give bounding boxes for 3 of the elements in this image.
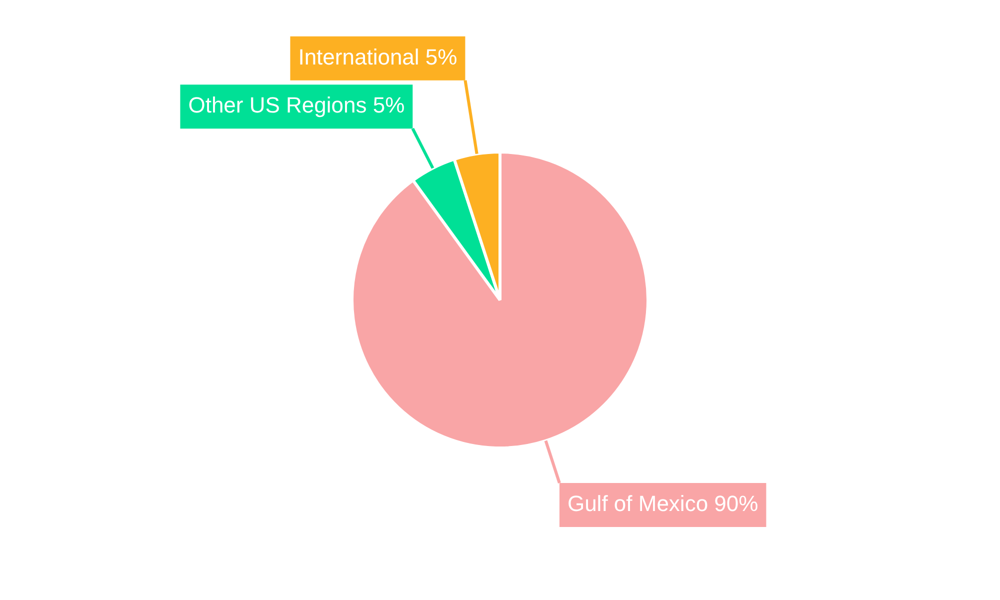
slice-label: Other US Regions 5% <box>188 92 405 118</box>
slice-label: International 5% <box>298 44 458 70</box>
slice-label: Gulf of Mexico 90% <box>567 491 758 516</box>
